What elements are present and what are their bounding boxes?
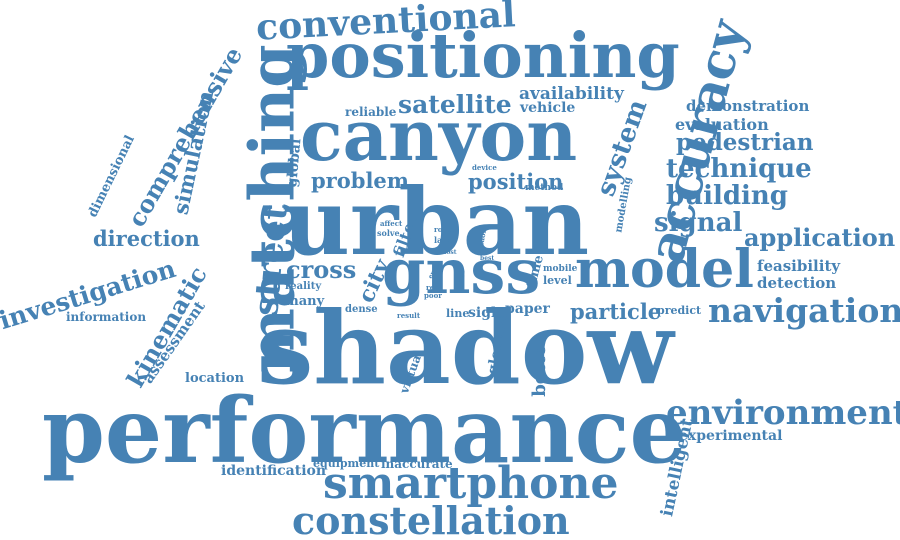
word-paper: paper — [505, 301, 550, 317]
word-detection: detection — [757, 274, 837, 292]
word-navigation: navigation — [708, 291, 900, 330]
word-constellation: constellation — [292, 498, 570, 540]
word-positioning: positioning — [286, 19, 680, 92]
word-feasibility: feasibility — [757, 257, 841, 275]
word-most: most — [440, 249, 457, 256]
word-experimental: experimental — [679, 428, 783, 444]
word-mobile: mobile — [543, 264, 578, 274]
word-pedestrian: pedestrian — [676, 129, 814, 156]
word-performance: performance — [42, 378, 687, 484]
word-direction: direction — [93, 226, 200, 251]
word-signal: signal — [654, 208, 743, 238]
word-smartphone: smartphone — [323, 458, 619, 509]
word-real: real — [426, 283, 442, 292]
word-solve: solve — [377, 228, 400, 238]
word-method: method — [525, 183, 564, 193]
word-shadow: shadow — [257, 289, 674, 407]
word-identification: identification — [221, 463, 327, 479]
word-demonstration: demonstration — [686, 97, 810, 115]
word-location: location — [185, 371, 245, 386]
word-availability: availability — [519, 84, 624, 104]
word-satellite: satellite — [398, 90, 512, 119]
word-reality: reality — [285, 281, 322, 292]
word-line: line — [446, 307, 470, 320]
word-information: information — [66, 310, 147, 324]
word-poor: poor — [424, 291, 442, 300]
word-user: user — [454, 268, 467, 290]
word-inaccurate: inaccurate — [381, 457, 453, 471]
word-result: result — [397, 311, 421, 320]
word-reliable: reliable — [345, 105, 397, 119]
word-cross: cross — [286, 255, 357, 284]
word-application: application — [744, 223, 896, 252]
word-affect: affect — [380, 219, 403, 228]
word-route: route — [434, 225, 456, 234]
word-lane: lane — [434, 235, 454, 245]
word-vehicle: vehicle — [520, 100, 576, 116]
word-position: position — [468, 169, 564, 194]
word-evaluation: evaluation — [675, 115, 769, 134]
word-building: building — [666, 181, 788, 211]
word-urban: urban — [283, 168, 590, 276]
word-device: device — [472, 163, 497, 172]
word-problem: problem — [311, 168, 409, 193]
word-gnss: gnss — [382, 235, 541, 308]
word-level: level — [543, 274, 572, 287]
word-canyon: canyon — [300, 94, 578, 177]
word-technique: technique — [666, 154, 812, 184]
word-many: many — [285, 294, 325, 309]
word-predict: predict — [657, 304, 702, 317]
word-sight: sight — [468, 305, 508, 321]
word-better: better — [528, 335, 550, 397]
word-equipment: equipment — [313, 457, 380, 470]
word-particle: particle — [570, 299, 662, 324]
word-environment: environment — [666, 393, 900, 433]
word-global: global — [284, 138, 305, 188]
word-model: model — [575, 239, 754, 300]
word-dense: dense — [345, 304, 378, 315]
word-best: best — [480, 255, 495, 262]
